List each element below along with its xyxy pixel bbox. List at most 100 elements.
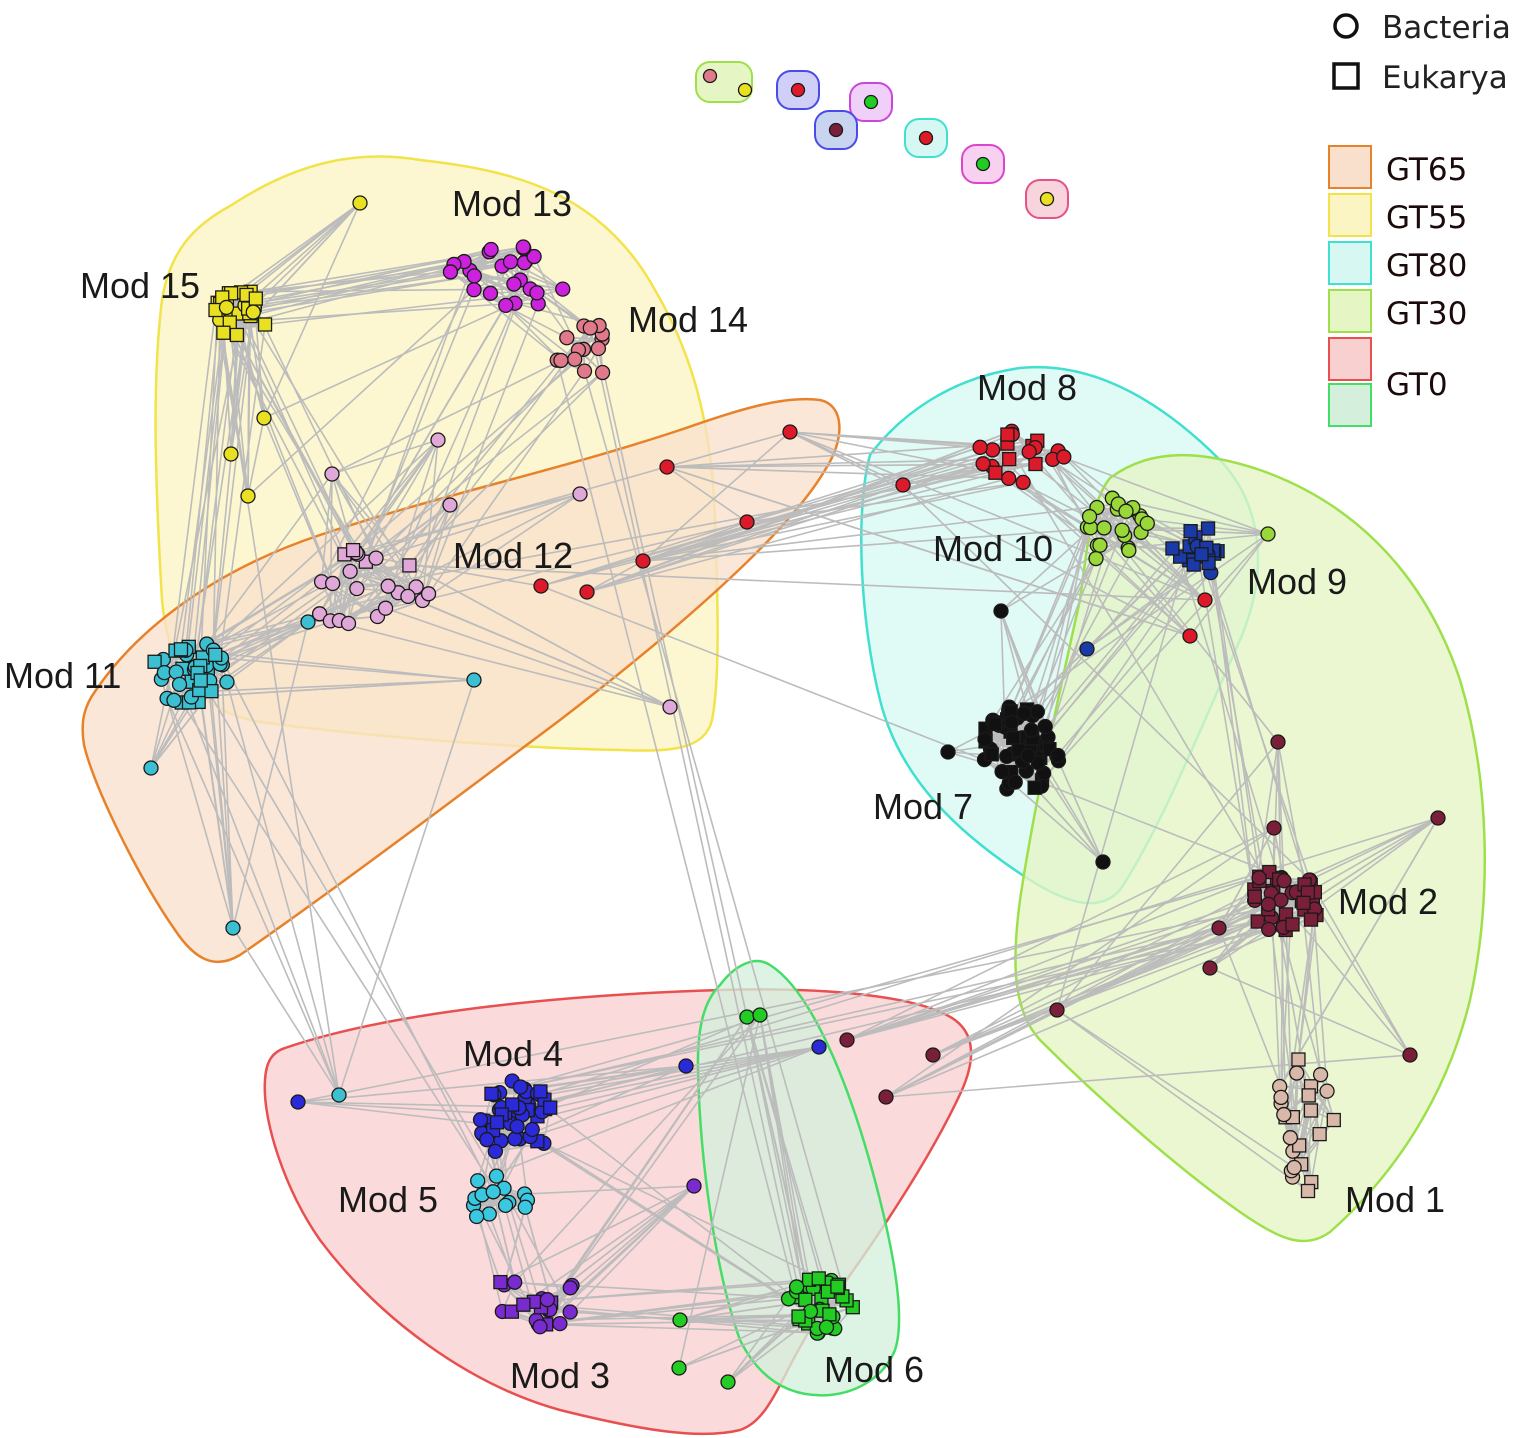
network-edge xyxy=(365,439,439,563)
bacteria-node-mod11 xyxy=(171,676,188,693)
network-edge xyxy=(415,504,451,588)
network-edge xyxy=(1006,507,1098,720)
network-edge xyxy=(421,504,451,601)
network-edge xyxy=(206,473,333,645)
network-edge xyxy=(188,308,249,703)
network-edge xyxy=(220,657,494,1193)
bacteria-node-mod13 xyxy=(483,241,499,258)
network-edge xyxy=(1218,827,1275,929)
bacteria-node-mod4 xyxy=(487,1143,503,1160)
bacteria-node-mod2 xyxy=(1049,1002,1065,1018)
bacteria-node-mod10 xyxy=(1118,503,1134,519)
network-edge xyxy=(356,504,451,590)
bacteria-circle-icon xyxy=(1333,13,1359,39)
network-edge xyxy=(166,309,217,699)
bacteria-node-mod2 xyxy=(839,1032,855,1048)
network-edge xyxy=(1209,817,1439,969)
bacteria-node-mod13 xyxy=(526,248,542,265)
network-edge xyxy=(1041,533,1269,781)
eukarya-node-mod4 xyxy=(505,1097,520,1112)
legend-swatch-gt0 xyxy=(1328,337,1372,381)
bacteria-node-mod2 xyxy=(1211,920,1227,936)
bacteria-node-mod15 xyxy=(245,304,261,320)
legend: Bacteria Eukarya GT65 GT55 GT80 GT30 GT0 xyxy=(1328,10,1511,427)
eukarya-node-mod8 xyxy=(988,465,1003,480)
network-edge xyxy=(501,265,564,290)
bacteria-node-mod2 xyxy=(1273,892,1289,908)
bacteria-node-mod6 xyxy=(671,1360,687,1376)
network-edge xyxy=(166,698,340,1096)
module-label-mod13: Mod 13 xyxy=(452,183,572,224)
eukarya-node-mod8 xyxy=(1002,451,1017,467)
bacteria-node-mod14 xyxy=(567,351,583,367)
network-edge xyxy=(902,458,1053,486)
bacteria-node-mod13 xyxy=(498,297,514,314)
bacteria-node-mod11 xyxy=(168,664,184,680)
eukarya-node-mod11 xyxy=(204,684,219,699)
network-edge xyxy=(212,303,221,651)
module-label-mod9: Mod 9 xyxy=(1247,561,1347,602)
network-edge xyxy=(589,327,807,1321)
network-edge xyxy=(932,891,1293,1056)
bacteria-node-mod8 xyxy=(895,477,911,493)
module-label-mod8: Mod 8 xyxy=(977,367,1077,408)
bacteria-node-mod7 xyxy=(1023,722,1040,738)
bacteria-node-mod5 xyxy=(468,1208,485,1225)
bacteria-node-mod4 xyxy=(509,1118,525,1135)
legend-gt30-label: GT30 xyxy=(1386,296,1467,332)
network-edge xyxy=(320,275,475,583)
network-edge xyxy=(219,319,367,563)
network-edge xyxy=(1301,900,1322,1075)
bacteria-node-mod12 xyxy=(377,600,394,616)
network-edge xyxy=(1280,899,1411,1056)
bacteria-node-mod12 xyxy=(324,466,340,482)
network-edge xyxy=(586,560,644,593)
bacteria-node-mod8 xyxy=(1001,470,1017,487)
eukarya-node-mod4 xyxy=(484,1086,499,1101)
network-edge xyxy=(331,439,439,475)
network-edge xyxy=(666,463,1036,468)
network-edge xyxy=(1006,443,1294,925)
network-edge xyxy=(525,260,564,290)
network-edge xyxy=(331,348,584,475)
network-edge xyxy=(540,1046,820,1097)
network-edge xyxy=(331,473,411,566)
network-edge xyxy=(224,310,350,624)
module-label-mod5: Mod 5 xyxy=(338,1179,438,1220)
bacteria-node-mod6 xyxy=(752,1007,768,1023)
bacteria-node-mod8 xyxy=(1182,628,1198,644)
isolated-node xyxy=(790,82,806,98)
bacteria-node-mod13 xyxy=(502,254,519,270)
bacteria-node-mod12 xyxy=(380,578,396,594)
network-edge xyxy=(247,417,265,497)
bacteria-node-mod8 xyxy=(533,578,549,594)
legend-bacteria-label: Bacteria xyxy=(1382,10,1511,46)
eukarya-node-mod3 xyxy=(493,1274,508,1290)
bacteria-node-mod12 xyxy=(311,606,328,622)
bacteria-node-mod7 xyxy=(940,744,956,760)
network-edge xyxy=(1032,445,1269,535)
network-edge xyxy=(244,202,361,306)
eukarya-node-mod11 xyxy=(147,654,162,669)
module-label-mod12: Mod 12 xyxy=(453,535,573,576)
network-edge xyxy=(902,465,993,486)
bacteria-node-mod4 xyxy=(479,1132,495,1148)
bacteria-node-mod13 xyxy=(529,285,545,301)
bacteria-node-mod2 xyxy=(1251,870,1267,886)
bacteria-node-mod1 xyxy=(1276,1106,1292,1123)
bacteria-node-mod7 xyxy=(1016,705,1032,721)
isolated-node xyxy=(737,82,753,98)
network-edge xyxy=(1056,572,1212,757)
network-edge xyxy=(385,607,671,708)
network-edge xyxy=(230,334,238,455)
bacteria-node-mod4 xyxy=(678,1058,694,1074)
network-edge xyxy=(546,1323,819,1334)
bacteria-node-mod7 xyxy=(1007,774,1023,790)
eukarya-node-mod2 xyxy=(1250,914,1265,929)
network-edge xyxy=(1027,545,1198,751)
network-edge xyxy=(902,484,1311,881)
legend-gt80-label: GT80 xyxy=(1386,248,1467,284)
network-edge xyxy=(1205,547,1270,905)
network-edge xyxy=(219,303,356,554)
